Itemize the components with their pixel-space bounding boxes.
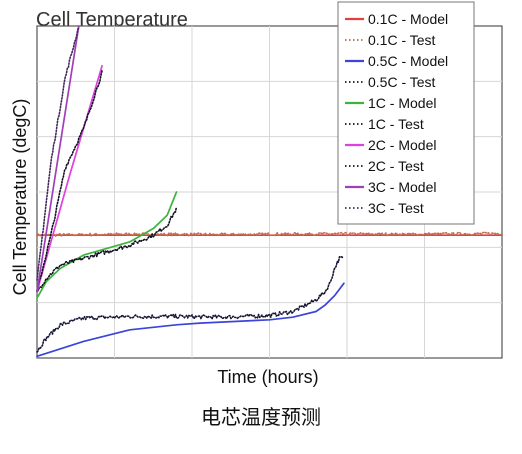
series-line-0-1c-test <box>36 231 503 238</box>
legend-item-3c-model: 3C - Model <box>345 179 436 195</box>
chart-caption: 电芯温度预测 <box>201 405 321 429</box>
series-line-2c-model <box>36 64 103 293</box>
series-line-1c-model <box>36 191 178 300</box>
legend-label: 2C - Test <box>368 158 424 174</box>
series-line-0-5c-test <box>36 256 345 353</box>
legend-label: 2C - Model <box>368 137 436 153</box>
legend-label: 1C - Model <box>368 95 436 111</box>
legend-item-3c-test: 3C - Test <box>345 200 424 216</box>
legend-label: 0.5C - Test <box>368 74 436 90</box>
legend-item-0-5c-test: 0.5C - Test <box>345 74 436 90</box>
legend-label: 3C - Model <box>368 179 436 195</box>
legend-item-1c-model: 1C - Model <box>345 95 436 111</box>
legend-label: 0.1C - Test <box>368 32 436 48</box>
legend-item-1c-test: 1C - Test <box>345 116 424 132</box>
legend-label: 3C - Test <box>368 200 424 216</box>
series-line-0-5c-model <box>36 282 345 358</box>
legend-item-0-1c-model: 0.1C - Model <box>345 11 448 27</box>
legend-item-0-5c-model: 0.5C - Model <box>345 53 448 69</box>
series-line-2c-test <box>36 69 103 292</box>
series-line-3c-test <box>36 26 80 281</box>
legend-item-0-1c-test: 0.1C - Test <box>345 32 436 48</box>
series-layer <box>36 25 503 358</box>
legend: 0.1C - Model 0.1C - Test 0.5C - Model 0.5C … <box>337 1 475 225</box>
y-axis-label: Cell Temperature (degC) <box>10 99 30 296</box>
legend-item-2c-model: 2C - Model <box>345 137 436 153</box>
legend-label: 1C - Test <box>368 116 424 132</box>
x-axis-label: Time (hours) <box>217 367 318 387</box>
series-line-3c-model <box>36 25 80 293</box>
legend-label: 0.5C - Model <box>368 53 448 69</box>
legend-item-2c-test: 2C - Test <box>345 158 424 174</box>
legend-label: 0.1C - Model <box>368 11 448 27</box>
series-line-1c-test <box>36 206 178 292</box>
